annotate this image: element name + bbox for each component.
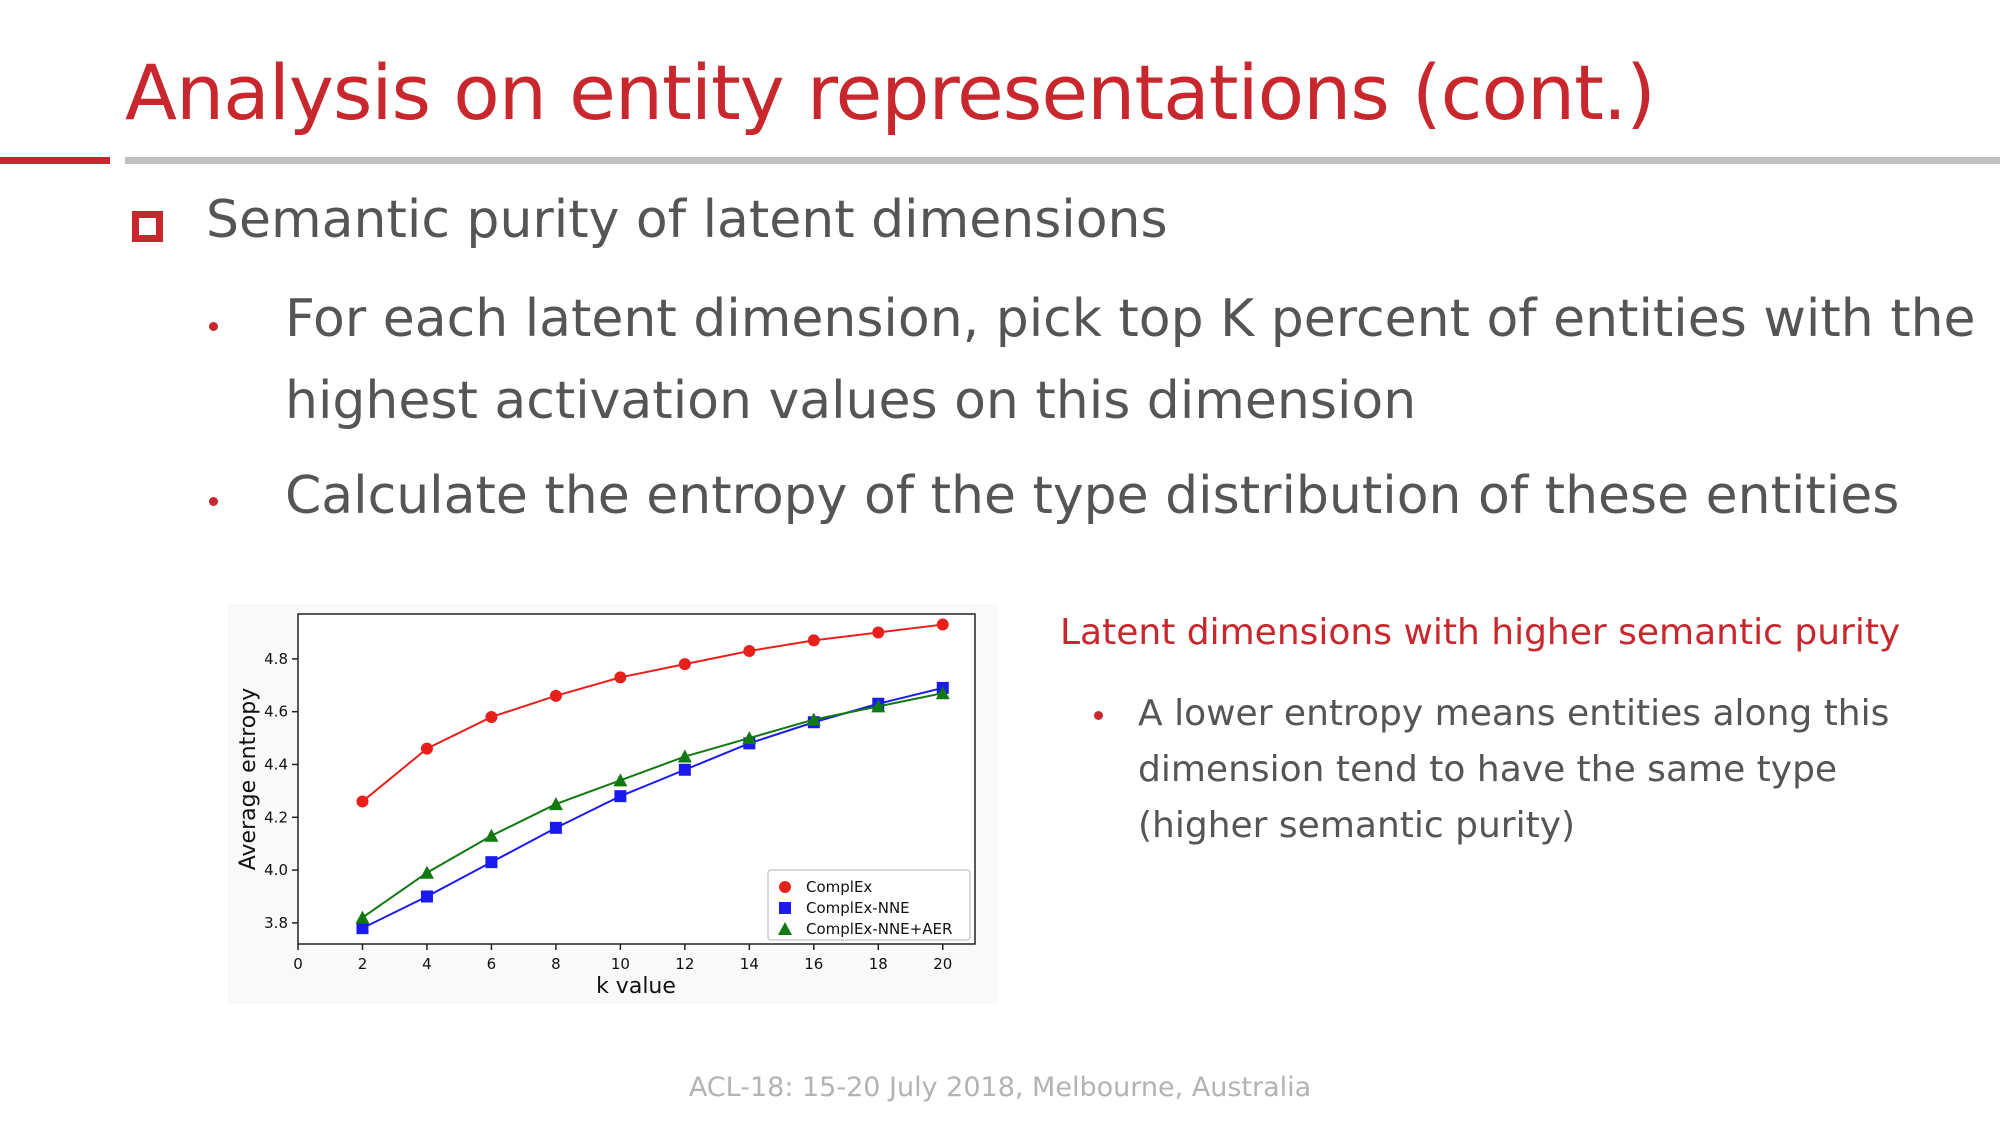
data-point-complex [872,626,885,639]
data-point-complex [420,742,433,755]
bullet-semantic-purity: Semantic purity of latent dimensions [206,190,1168,250]
data-point-complex-nne [614,790,627,803]
data-point-complex-nne-aer [742,731,757,745]
sub-bullet-1-line-1: For each latent dimension, pick top K pe… [285,289,1976,349]
entropy-chart-svg: 0 2 4 6 8 10 12 14 16 18 20 3.8 4.0 4.2 4.4 4.6 4.8 k va… [228,604,998,1004]
slide-title: Analysis on entity representations (cont… [125,48,1656,137]
side-line-2: dimension tend to have the same type [1138,749,1838,790]
data-point-complex [678,658,691,671]
sub-bullet-1-line-2: highest activation values on this dimens… [285,371,1417,431]
x-tick-label: 16 [804,955,823,973]
x-tick-label: 20 [933,955,952,973]
legend-marker-complex-nne [779,902,791,914]
square-bullet-icon [132,211,163,242]
legend-box [767,869,971,941]
legend-label-complex-nne: ComplEx-NNE [806,899,910,917]
footer: ACL-18: 15-20 July 2018, Melbourne, Aust… [688,1072,1312,1103]
data-point-complex-nne [420,890,433,903]
series-line-complex-nne-aer [361,692,943,919]
dot-bullet-icon [209,497,218,506]
data-point-complex-nne-aer [548,797,563,811]
legend: ComplEx ComplEx-NNE ComplEx-NNE+AER [767,869,971,941]
series-line-complex [361,623,943,803]
dot-bullet-icon [209,322,218,331]
y-tick-label: 4.6 [264,703,288,721]
data-point-complex-nne-aer [677,749,692,763]
data-point-complex-nne [356,922,369,935]
title-rule [125,157,2000,164]
dot-bullet-icon [1094,711,1103,720]
series-complex-nne-aer [355,686,950,924]
data-point-complex-nne-aer [935,686,950,700]
data-point-complex [356,795,369,808]
y-tick-label: 4.4 [264,755,288,773]
legend-label-complex: ComplEx [806,878,872,896]
legend-label-complex-nne-aer: ComplEx-NNE+AER [806,920,952,938]
y-tick-label: 4.0 [264,861,288,879]
sub-bullet-2: Calculate the entropy of the type distri… [285,466,1900,526]
data-point-complex [807,634,820,647]
x-tick-label: 6 [487,955,497,973]
x-tick-label: 12 [675,955,694,973]
series-complex [356,618,949,808]
data-point-complex [549,689,562,702]
axis-ticks: 0 2 4 6 8 10 12 14 16 18 20 3.8 4.0 4.2 4.4 4.6 4.8 [264,650,952,973]
x-tick-label: 14 [740,955,759,973]
x-tick-label: 2 [358,955,368,973]
side-bullet: A lower entropy means entities along thi… [1138,686,1938,854]
data-point-complex-nne-aer [355,910,370,924]
y-tick-label: 4.2 [264,808,288,826]
data-point-complex-nne [549,821,562,834]
data-point-complex-nne-aer [484,828,499,842]
data-point-complex-nne [678,763,691,776]
y-axis-label: Average entropy [236,688,261,870]
side-line-1: A lower entropy means entities along thi… [1138,693,1890,734]
title-rule-accent [0,157,110,164]
data-point-complex-nne-aer [806,712,821,726]
data-point-complex-nne [485,856,498,869]
entropy-chart: 0 2 4 6 8 10 12 14 16 18 20 3.8 4.0 4.2 4.4 4.6 4.8 k va… [228,604,998,1004]
data-point-complex [743,644,756,657]
data-point-complex-nne-aer [871,699,886,713]
x-axis-label: k value [596,974,676,999]
side-heading: Latent dimensions with higher semantic p… [1060,612,1901,653]
x-tick-label: 10 [611,955,630,973]
x-tick-label: 0 [293,955,303,973]
x-tick-label: 8 [551,955,561,973]
data-point-complex [485,710,498,723]
data-point-complex [614,671,627,684]
x-tick-label: 4 [422,955,432,973]
series-lines [355,618,950,935]
side-line-3: (higher semantic purity) [1138,805,1576,846]
legend-marker-complex [779,881,791,893]
y-tick-label: 4.8 [264,650,288,668]
legend-marker-complex-nne-aer [778,922,792,935]
x-tick-label: 18 [869,955,888,973]
data-point-complex [936,618,949,631]
data-point-complex-nne-aer [419,865,434,879]
data-point-complex-nne-aer [613,773,628,787]
y-tick-label: 3.8 [264,914,288,932]
